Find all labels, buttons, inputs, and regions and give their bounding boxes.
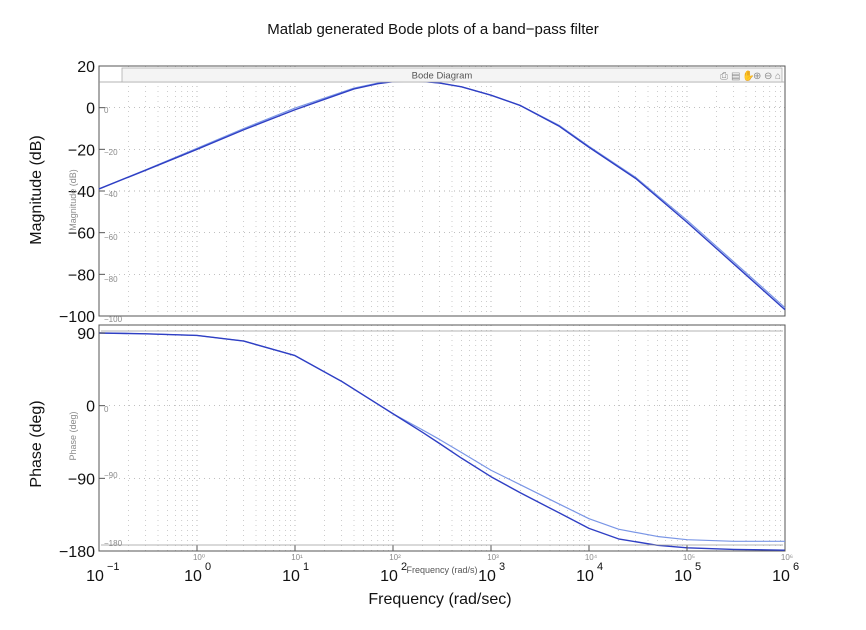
x-tick-label: 10 <box>282 568 300 585</box>
home-icon[interactable]: ⌂ <box>775 71 781 82</box>
x-tick-exponent: 1 <box>303 561 309 573</box>
x-tick-exponent: 0 <box>205 561 211 573</box>
overlay-x-tick: 10⁵ <box>683 553 695 562</box>
phase-panel: 90 0 −90 −180 <box>59 324 786 561</box>
x-tick-exponent: 6 <box>793 561 799 573</box>
x-tick-label: 10 <box>674 568 692 585</box>
x-tick-exponent: 5 <box>695 561 701 573</box>
phase-tick-label: −90 <box>68 471 95 488</box>
magnitude-panel: 20 0 −20 −40 −60 −80 −100 <box>59 59 786 326</box>
x-tick-label: 10 <box>86 568 104 585</box>
overlay-x-tick: 10² <box>389 553 401 562</box>
phase-tick-label: −180 <box>59 544 95 561</box>
magnitude-lines <box>98 80 786 311</box>
magnitude-curve-dark <box>98 80 786 311</box>
overlay-phase-tick: 0 <box>104 405 109 414</box>
magnitude-tick-label: 0 <box>86 101 95 118</box>
save-icon[interactable]: ▤ <box>731 71 740 82</box>
overlay-phase-tick: −180 <box>104 539 123 548</box>
phase-tick-label: 0 <box>86 399 95 416</box>
overlay-mag-tick: −100 <box>104 315 123 324</box>
magnitude-tick-label: −80 <box>68 267 95 284</box>
x-tick-label: 10 <box>380 568 398 585</box>
overlay-mag-tick: −60 <box>104 233 118 242</box>
overlay-x-tick: 10³ <box>487 553 499 562</box>
overlay-mag-tick: −80 <box>104 275 118 284</box>
x-tick-label: 10 <box>576 568 594 585</box>
x-tick-exponent: 3 <box>499 561 505 573</box>
x-tick-exponent: 2 <box>401 561 407 573</box>
phase-y-ticks: 90 0 −90 −180 <box>59 326 105 561</box>
overlay-toolbar: ⎙ ▤ ✋⊕ ⊖ ⌂ <box>720 69 781 82</box>
overlay-phase-ylabel: Phase (deg) <box>68 411 78 460</box>
magnitude-tick-label: 20 <box>77 59 95 76</box>
overlay-magnitude-ylabel: Magnitude (dB) <box>68 169 78 231</box>
overlay-mag-tick: 0 <box>104 106 109 115</box>
magnitude-tick-label: −100 <box>59 309 95 326</box>
zoom-out-icon[interactable]: ⊖ <box>764 71 772 82</box>
overlay-tick-labels: 0 −20 −40 −60 −80 −100 0 −90 −180 10⁰ 10¹ 10² 10³ 10⁴… <box>104 106 793 562</box>
overlay-x-tick: 10¹ <box>291 553 303 562</box>
frequency-xlabel: Frequency (rad/sec) <box>368 591 511 608</box>
overlay-phase-tick: −90 <box>104 471 118 480</box>
phase-axes-frame <box>98 324 786 552</box>
x-tick-label: 10 <box>184 568 202 585</box>
magnitude-y-ticks: 20 0 −20 −40 −60 −80 −100 <box>59 59 105 326</box>
overlay-x-tick: 10⁶ <box>781 553 793 562</box>
magnitude-curve-light <box>98 80 786 309</box>
overlay-x-tick: 10⁰ <box>193 553 205 562</box>
phase-curve-light <box>98 332 785 542</box>
x-tick-exponent: 4 <box>597 561 603 573</box>
magnitude-grid <box>98 66 785 316</box>
figure-title: Matlab generated Bode plots of a band−pa… <box>267 21 598 38</box>
bode-diagram-title: Bode Diagram <box>412 71 473 82</box>
magnitude-axes-frame <box>98 65 786 317</box>
overlay-x-tick: 10⁴ <box>585 553 598 562</box>
overlay-mag-tick: −40 <box>104 190 118 199</box>
pan-icon[interactable]: ✋ <box>742 69 754 82</box>
print-icon[interactable]: ⎙ <box>720 71 728 82</box>
overlay-frequency-xlabel: Frequency (rad/s) <box>406 565 477 575</box>
phase-tick-label: 90 <box>77 326 95 343</box>
phase-lines <box>98 332 786 551</box>
x-tick-exponent: −1 <box>107 561 120 573</box>
magnitude-tick-label: −20 <box>68 142 95 159</box>
bode-diagram-window: Bode Diagram ⎙ ▤ ✋⊕ ⊖ ⌂ Magnitude (dB) Phase… <box>68 67 793 575</box>
x-tick-label: 10 <box>772 568 790 585</box>
zoom-in-icon[interactable]: ⊕ <box>753 71 761 82</box>
magnitude-tick-label: −60 <box>68 226 95 243</box>
bode-diagram-titlebar <box>121 67 783 83</box>
phase-ylabel: Phase (deg) <box>28 400 45 487</box>
x-tick-label: 10 <box>478 568 496 585</box>
phase-grid <box>98 325 785 551</box>
magnitude-tick-label: −40 <box>68 184 95 201</box>
magnitude-ylabel: Magnitude (dB) <box>28 135 45 244</box>
overlay-mag-tick: −20 <box>104 148 118 157</box>
